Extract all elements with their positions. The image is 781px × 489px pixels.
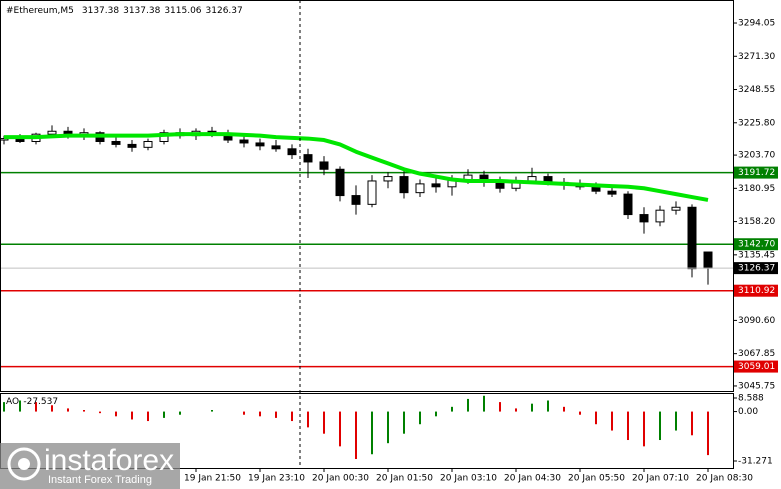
candle-body: [47, 130, 57, 135]
y-tick-label: 3225.80: [738, 118, 775, 128]
logo-tagline: Instant Forex Trading: [48, 474, 152, 486]
y-tick-label: 3294.05: [738, 19, 775, 29]
y-tick-label: -31.271: [738, 456, 773, 466]
candle-body: [319, 161, 329, 170]
x-tick-label: 20 Jan 07:10: [632, 474, 689, 484]
y-tick-label: 8.588: [738, 393, 764, 403]
level-tag: [734, 284, 778, 297]
candle-body: [143, 140, 153, 148]
candle-body: [383, 176, 393, 182]
x-tick-label: 19 Jan 21:50: [184, 474, 241, 484]
x-tick-label: 19 Jan 23:10: [248, 474, 305, 484]
x-tick-label: 20 Jan 05:50: [568, 474, 625, 484]
candle-body: [127, 143, 137, 148]
level-tag: [734, 238, 778, 251]
price-panel-border: [0, 0, 734, 392]
ao-panel-border: [0, 393, 734, 469]
candle-body: [111, 140, 121, 145]
candle-body: [351, 195, 361, 205]
level-label: 3059.01: [738, 362, 775, 372]
ao-title: AO: [6, 397, 19, 407]
x-tick-label: 20 Jan 04:30: [504, 474, 561, 484]
candle-body: [655, 209, 665, 223]
candle-body: [495, 181, 505, 189]
x-tick-label: 20 Jan 00:30: [312, 474, 369, 484]
candle-body: [159, 132, 169, 142]
y-tick-label: 3045.75: [738, 381, 775, 391]
candle-body: [271, 145, 281, 150]
x-tick-label: 20 Jan 03:10: [440, 474, 497, 484]
header-value: 3137.38: [82, 6, 119, 16]
current-price-tag: [734, 262, 778, 275]
level-tag: [734, 360, 778, 373]
candle-body: [671, 206, 681, 211]
logo-icon: [7, 447, 41, 481]
x-tick-label: 20 Jan 08:30: [696, 474, 753, 484]
y-tick-label: 0.00: [738, 407, 758, 417]
y-tick-label: 3271.30: [738, 52, 775, 62]
candle-body: [431, 183, 441, 188]
price-header: #Ethereum,M5 3137.38 3137.38 3115.06 3126.37: [6, 6, 243, 16]
candle-body: [287, 148, 297, 156]
candle-body: [639, 214, 649, 223]
candle-body: [367, 180, 377, 205]
candle-body: [239, 139, 249, 144]
ao-value: -27.537: [23, 397, 58, 407]
moving-average: [4, 132, 709, 202]
y-tick-label: 3203.70: [738, 151, 775, 161]
level-label: 3110.92: [738, 286, 775, 296]
y-tick-label: 3248.55: [738, 85, 775, 95]
candle-body: [415, 183, 425, 194]
y-tick-label: 3067.85: [738, 349, 775, 359]
y-tick-label: 3158.20: [738, 217, 775, 227]
candle-body: [623, 193, 633, 216]
candle-body: [687, 206, 697, 270]
level-tag: [734, 166, 778, 179]
candle-body: [255, 142, 265, 147]
candle-body: [399, 176, 409, 194]
header-value: 3137.38: [123, 6, 160, 16]
logo-icon-core: [18, 458, 30, 470]
candle-body: [703, 251, 713, 269]
x-tick-label: 20 Jan 01:50: [376, 474, 433, 484]
candle-body: [335, 168, 345, 197]
header-value: 3126.37: [206, 6, 243, 16]
candle-body: [303, 154, 313, 163]
y-tick-label: 3090.60: [738, 316, 775, 326]
logo-name: instaforex: [44, 444, 174, 477]
ao-header: AO -27.537: [6, 397, 58, 407]
header-value: #Ethereum,M5: [6, 6, 74, 16]
header-value: 3115.06: [164, 6, 201, 16]
y-tick-label: 3180.95: [738, 184, 775, 194]
level-label: 3142.70: [738, 240, 775, 250]
level-label: 3191.72: [738, 168, 775, 178]
logo: instaforex Instant Forex Trading: [0, 443, 180, 489]
candle-body: [607, 190, 617, 195]
current-price-label: 3126.37: [738, 264, 775, 274]
y-tick-label: 3135.45: [738, 250, 775, 260]
